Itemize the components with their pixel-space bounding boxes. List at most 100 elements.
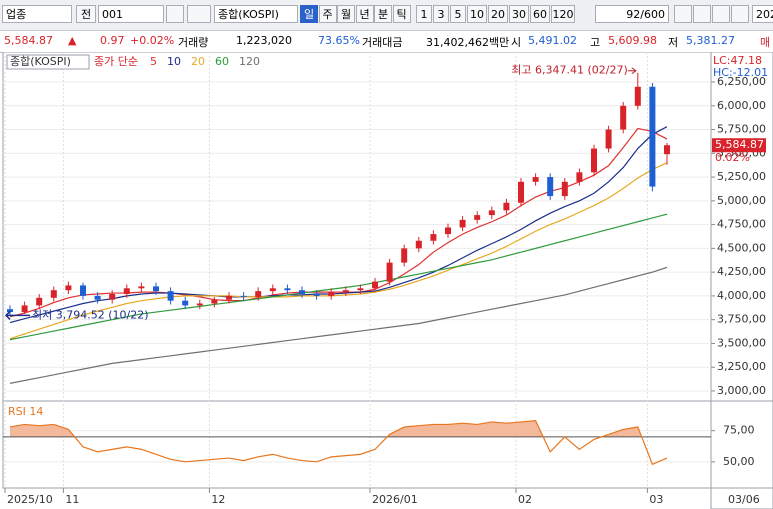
x-tick-label: 02 <box>518 493 532 506</box>
legend-title: 종합(KOSPI) <box>10 55 71 68</box>
candle-body <box>386 262 393 282</box>
name-box[interactable]: 종합(KOSPI) <box>214 5 298 23</box>
x-tick-label: 2025/10 <box>7 493 53 506</box>
interval-button[interactable]: 3 <box>433 5 449 23</box>
x-tick-label: 2026/01 <box>372 493 418 506</box>
interval-button[interactable]: 120 <box>551 5 575 23</box>
info-volume: 1,223,020 <box>236 34 292 47</box>
date-box[interactable]: 202 <box>752 5 773 23</box>
info-high: 5,609.98 <box>608 34 657 47</box>
x-tick-label: 03 <box>649 493 663 506</box>
candle-body <box>109 294 116 300</box>
interval-button[interactable]: 10 <box>467 5 487 23</box>
high-note: 최고 6,347.41 (02/27) <box>511 64 628 77</box>
period-button[interactable]: 일 <box>300 5 318 23</box>
candle-body <box>211 299 218 304</box>
interval-button[interactable]: 1 <box>416 5 432 23</box>
interval-button[interactable]: 5 <box>450 5 466 23</box>
candle-body <box>488 210 495 216</box>
candle-body <box>664 145 670 155</box>
candle-body <box>503 202 510 211</box>
period-button[interactable]: 주 <box>318 5 337 23</box>
y-tick-label: 5,250,00 <box>717 170 766 183</box>
candle-body <box>459 219 466 228</box>
rsi-line <box>9 420 668 466</box>
candle-body <box>313 294 320 296</box>
candle-body <box>153 286 159 292</box>
info-arrow: ▲ <box>68 34 77 47</box>
candle-body <box>561 181 568 197</box>
period-button[interactable]: 년 <box>355 5 374 23</box>
candle-body <box>94 295 101 300</box>
low-arrow <box>4 310 30 320</box>
tool-d[interactable] <box>731 5 749 23</box>
toolbar: 업종 전 001 종합(KOSPI) 일 주 월 년 분 틱 1 3 5 10 20 30 60 120 92/60… <box>0 0 773 31</box>
pct-tag-label: 0.02% <box>715 151 750 164</box>
legend-entry: 20 <box>191 55 205 68</box>
info-open-label: 시 <box>511 36 522 49</box>
candle-body <box>430 234 437 241</box>
candle-body <box>255 291 262 297</box>
tool-c[interactable] <box>712 5 730 23</box>
candle-body <box>634 86 641 106</box>
ma-line <box>9 127 668 318</box>
legend-entry: 60 <box>215 55 229 68</box>
code-input[interactable]: 001 <box>98 5 164 23</box>
period-button[interactable]: 월 <box>337 5 355 23</box>
candle-body <box>401 248 408 263</box>
search-button[interactable] <box>166 5 184 23</box>
candle-body <box>138 286 145 289</box>
period-button[interactable]: 틱 <box>392 5 411 23</box>
low-note: 최저 3,794.52 (10/22) <box>32 308 149 321</box>
candle-body <box>299 290 305 295</box>
candle-body <box>167 291 174 301</box>
lc-label: LC:47.18 <box>713 54 762 67</box>
info-low-label: 저 <box>668 36 679 49</box>
y-tick-label: 5,000,00 <box>717 194 766 207</box>
candle-body <box>328 292 335 296</box>
high-arrow <box>627 67 637 75</box>
y-tick-label: 4,250,00 <box>717 265 766 278</box>
candle-body <box>532 177 539 182</box>
candle-body <box>518 181 524 203</box>
x-tick-label: 11 <box>65 493 79 506</box>
ma-line <box>9 126 668 324</box>
legend-entry: 120 <box>239 55 260 68</box>
legend-entry: 5 <box>150 55 157 68</box>
info-low: 5,381.27 <box>686 34 735 47</box>
candle-body <box>284 288 291 291</box>
plot-background <box>2 52 712 489</box>
candle-body <box>620 105 627 130</box>
all-button[interactable]: 전 <box>76 5 96 23</box>
candle-body <box>240 295 247 297</box>
tool-a[interactable] <box>674 5 692 23</box>
candle-body <box>50 290 57 298</box>
interval-button[interactable]: 60 <box>530 5 550 23</box>
ma-line <box>9 213 668 341</box>
interval-button[interactable]: 30 <box>509 5 529 23</box>
rsi-label: RSI 14 <box>8 405 43 418</box>
legend-entry: 10 <box>167 55 181 68</box>
current-date: 03/06 <box>728 493 760 506</box>
sound-button[interactable] <box>187 5 211 23</box>
period-button[interactable]: 분 <box>374 5 392 23</box>
info-high-label: 고 <box>590 36 601 49</box>
market-select[interactable]: 업종 <box>2 5 72 23</box>
candle-body <box>123 288 130 295</box>
y-tick-label: 3,250,00 <box>717 360 766 373</box>
candle-body <box>80 285 86 296</box>
y-tick-label: 5,750,00 <box>717 123 766 136</box>
tool-b[interactable] <box>693 5 711 23</box>
candle-body <box>605 129 612 149</box>
count-box[interactable]: 92/600 <box>595 5 669 23</box>
y-tick-label: 4,750,00 <box>717 218 766 231</box>
price-tag-label: 5,584.87 <box>715 138 764 151</box>
info-open: 5,491.02 <box>528 34 577 47</box>
y-tick-label: 3,500,00 <box>717 336 766 349</box>
interval-button[interactable]: 20 <box>488 5 508 23</box>
candle-body <box>196 303 203 306</box>
info-volume-ratio: 73.65% <box>318 34 360 47</box>
axis-background <box>710 52 773 509</box>
candle-body <box>445 227 451 235</box>
